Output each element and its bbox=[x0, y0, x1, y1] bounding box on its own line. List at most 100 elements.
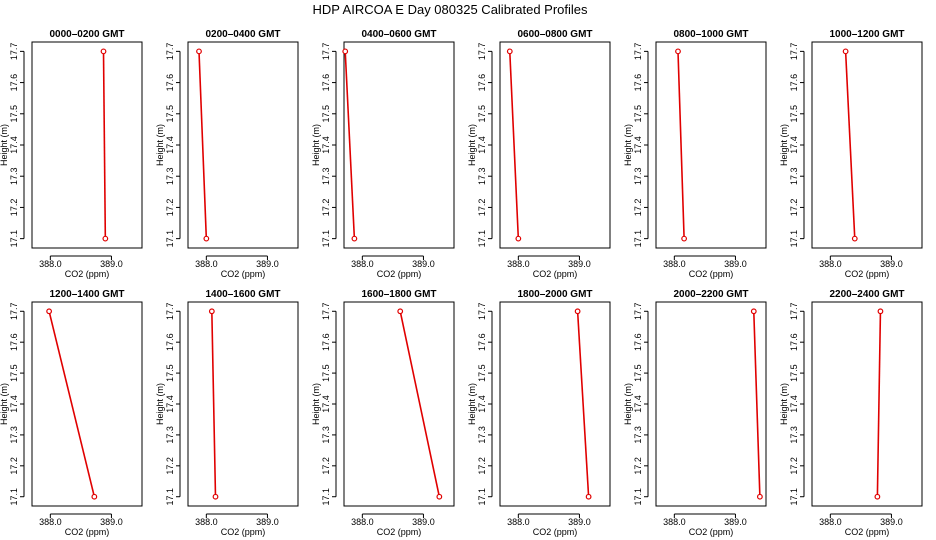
panel-title: 0600–0800 GMT bbox=[517, 29, 592, 40]
y-tick-label: 17.5 bbox=[477, 105, 487, 123]
plot-frame bbox=[655, 41, 767, 249]
x-tick-label: 389.0 bbox=[724, 517, 747, 527]
y-tick-label: 17.4 bbox=[9, 136, 19, 154]
y-tick-label: 17.4 bbox=[321, 136, 331, 154]
x-tick-label: 388.0 bbox=[663, 259, 686, 269]
y-tick-label: 17.1 bbox=[9, 488, 19, 506]
y-tick-label: 17.6 bbox=[9, 333, 19, 351]
y-tick-label: 17.6 bbox=[165, 333, 175, 351]
x-tick-label: 388.0 bbox=[351, 517, 374, 527]
y-axis-label: Height (m) bbox=[779, 124, 789, 166]
x-axis-label: CO2 (ppm) bbox=[533, 527, 578, 537]
data-point bbox=[842, 48, 849, 55]
y-tick-label: 17.4 bbox=[321, 395, 331, 413]
x-tick-label: 389.0 bbox=[568, 259, 591, 269]
y-tick-label: 17.5 bbox=[165, 105, 175, 123]
y-tick-label: 17.1 bbox=[165, 488, 175, 506]
data-point bbox=[102, 235, 109, 242]
y-tick-label: 17.7 bbox=[477, 43, 487, 61]
x-tick-label: 389.0 bbox=[412, 517, 435, 527]
profile-line bbox=[752, 311, 761, 497]
y-tick-label: 17.4 bbox=[9, 395, 19, 413]
y-tick-label: 17.5 bbox=[633, 364, 643, 382]
y-tick-label: 17.4 bbox=[165, 136, 175, 154]
y-tick-label: 17.4 bbox=[789, 395, 799, 413]
x-tick-label: 389.0 bbox=[568, 517, 591, 527]
y-axis-label: Height (m) bbox=[311, 124, 321, 166]
y-tick-label: 17.5 bbox=[9, 364, 19, 382]
data-point bbox=[756, 493, 763, 500]
y-tick-label: 17.1 bbox=[789, 488, 799, 506]
panel-title: 2000–2200 GMT bbox=[673, 289, 748, 300]
y-tick-label: 17.1 bbox=[789, 230, 799, 248]
y-tick-label: 17.2 bbox=[477, 199, 487, 217]
plot-frame bbox=[499, 41, 611, 249]
y-tick-label: 17.2 bbox=[789, 199, 799, 217]
y-axis-label: Height (m) bbox=[0, 124, 9, 166]
y-tick-label: 17.7 bbox=[9, 303, 19, 321]
data-point bbox=[877, 308, 884, 315]
x-tick-label: 388.0 bbox=[819, 517, 842, 527]
panel-title: 0000–0200 GMT bbox=[49, 29, 124, 40]
data-point bbox=[874, 493, 881, 500]
y-tick-label: 17.7 bbox=[165, 303, 175, 321]
data-point bbox=[397, 308, 404, 315]
data-point bbox=[91, 493, 98, 500]
plot-frame bbox=[499, 301, 611, 507]
profile-line bbox=[399, 311, 441, 497]
y-tick-label: 17.2 bbox=[9, 199, 19, 217]
y-tick-label: 17.5 bbox=[165, 364, 175, 382]
y-tick-label: 17.4 bbox=[165, 395, 175, 413]
y-tick-label: 17.7 bbox=[477, 303, 487, 321]
y-tick-label: 17.1 bbox=[165, 230, 175, 248]
y-tick-label: 17.6 bbox=[789, 74, 799, 92]
x-tick-label: 388.0 bbox=[507, 517, 530, 527]
panel-title: 1000–1200 GMT bbox=[829, 29, 904, 40]
profile-line bbox=[844, 51, 856, 239]
plot-frame bbox=[655, 301, 767, 507]
y-axis-label: Height (m) bbox=[155, 383, 165, 425]
x-tick-label: 389.0 bbox=[412, 259, 435, 269]
y-tick-label: 17.5 bbox=[789, 105, 799, 123]
data-point bbox=[675, 48, 681, 55]
data-point bbox=[351, 235, 358, 242]
x-tick-label: 389.0 bbox=[880, 259, 903, 269]
plot-frame bbox=[343, 301, 455, 507]
y-tick-label: 17.3 bbox=[633, 167, 643, 185]
x-tick-label: 389.0 bbox=[100, 259, 123, 269]
x-tick-label: 389.0 bbox=[880, 517, 903, 527]
x-axis-label: CO2 (ppm) bbox=[845, 527, 890, 537]
y-tick-label: 17.4 bbox=[789, 136, 799, 154]
y-tick-label: 17.3 bbox=[165, 426, 175, 444]
y-axis-label: Height (m) bbox=[779, 383, 789, 425]
y-tick-label: 17.7 bbox=[789, 43, 799, 61]
data-point bbox=[196, 48, 202, 55]
data-point bbox=[203, 235, 210, 242]
x-tick-label: 388.0 bbox=[195, 517, 218, 527]
x-axis-label: CO2 (ppm) bbox=[65, 527, 110, 537]
y-tick-label: 17.3 bbox=[789, 426, 799, 444]
y-tick-label: 17.1 bbox=[633, 488, 643, 506]
y-axis-label: Height (m) bbox=[0, 383, 9, 425]
plot-frame bbox=[187, 41, 299, 249]
y-tick-label: 17.4 bbox=[633, 395, 643, 413]
y-tick-label: 17.2 bbox=[9, 457, 19, 475]
x-axis-label: CO2 (ppm) bbox=[689, 269, 734, 279]
panel-title: 2200–2400 GMT bbox=[829, 289, 904, 300]
plot-frame bbox=[31, 41, 143, 249]
y-tick-label: 17.2 bbox=[165, 457, 175, 475]
y-tick-label: 17.3 bbox=[477, 426, 487, 444]
y-tick-label: 17.3 bbox=[789, 167, 799, 185]
y-axis-label: Height (m) bbox=[155, 124, 165, 166]
x-tick-label: 389.0 bbox=[724, 259, 747, 269]
plot-frame bbox=[811, 301, 923, 507]
y-tick-label: 17.7 bbox=[9, 43, 19, 61]
data-point bbox=[436, 493, 443, 500]
y-axis-label: Height (m) bbox=[467, 383, 477, 425]
